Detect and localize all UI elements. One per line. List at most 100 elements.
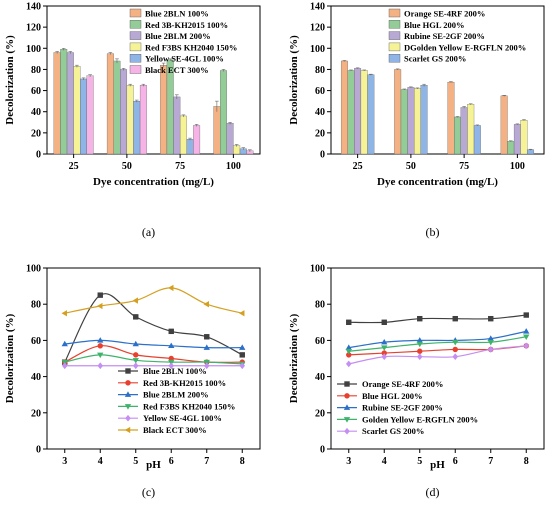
legend-marker <box>125 380 131 386</box>
legend-label: Blue 2BLM 200% <box>143 390 209 400</box>
legend-label: Yellow SE-4GL 100% <box>143 413 222 423</box>
bar <box>220 70 227 155</box>
data-point <box>523 312 529 318</box>
legend-swatch <box>388 31 401 40</box>
chart-panel-1: 0 20 40 60 80 100 120 140 Decolorization (%) Dye … <box>4 2 261 239</box>
plot-frame <box>330 5 545 155</box>
y-tick-label: 40 <box>31 107 41 118</box>
legend-swatch <box>129 54 142 63</box>
x-tick-label: 100 <box>510 161 525 172</box>
series-line <box>64 293 243 363</box>
legend-label: Red F3BS KH2040 150% <box>145 42 237 52</box>
bar <box>133 100 141 155</box>
x-tick-label: 7 <box>204 456 209 467</box>
series-line <box>348 345 527 356</box>
y-axis-label: Decolorization (%) <box>288 313 300 403</box>
bar <box>233 145 241 155</box>
data-point <box>487 339 494 346</box>
x-tick-label: 25 <box>353 161 363 172</box>
data-point <box>133 314 139 320</box>
legend-label: Golden Yellow E-RGFLN 200% <box>362 414 478 424</box>
bar <box>226 123 234 155</box>
series-line <box>348 336 527 352</box>
data-point <box>452 339 459 346</box>
data-point <box>523 328 530 334</box>
y-tick-label: 140 <box>26 2 41 13</box>
legend-label: Blue 2BLM 200% <box>145 31 211 41</box>
bar <box>73 66 81 155</box>
x-tick-label: 50 <box>122 161 132 172</box>
bar <box>507 141 515 155</box>
panel-label: (b) <box>426 225 440 239</box>
y-tick-label: 60 <box>31 336 41 347</box>
legend-marker <box>124 404 132 410</box>
data-point <box>452 346 458 353</box>
chart-panel-2: 0 20 40 60 80 100 120 140 Decolorization (%) Dye … <box>288 2 545 239</box>
x-tick-label: 25 <box>69 161 79 172</box>
data-point <box>97 352 104 359</box>
legend-swatch <box>388 54 401 63</box>
data-point <box>132 297 138 304</box>
legend-label: Yellow SE-4GL 100% <box>145 54 224 64</box>
y-tick-label: 100 <box>26 44 41 55</box>
bar <box>60 49 68 155</box>
data-point <box>168 328 174 335</box>
plot-frame <box>46 5 261 155</box>
y-tick-label: 40 <box>315 107 325 118</box>
bar <box>340 60 348 155</box>
y-axis-label: Decolorization (%) <box>4 35 16 125</box>
y-tick-label: 20 <box>315 128 325 139</box>
x-tick-label: 100 <box>226 161 241 172</box>
data-point <box>97 343 103 349</box>
y-tick-label: 140 <box>310 2 325 13</box>
bar <box>527 149 535 155</box>
data-point <box>204 334 210 340</box>
data-point <box>416 353 423 361</box>
bar <box>467 104 475 155</box>
panel-label: (d) <box>426 485 440 499</box>
data-point <box>168 284 174 292</box>
bar <box>347 70 355 155</box>
x-axis-label: pH <box>146 459 161 471</box>
data-point <box>203 301 209 308</box>
data-point <box>381 345 388 351</box>
legend-swatch <box>129 42 142 52</box>
plot-frame <box>330 267 545 450</box>
chart-panel-3: 0 20 40 60 80 100 Decolorization (%) pH (c) 3 4 5 6 7… <box>4 264 261 499</box>
data-point <box>416 341 423 348</box>
legend-marker <box>124 391 132 397</box>
data-point <box>61 362 68 370</box>
x-tick-label: 50 <box>406 161 416 172</box>
bar <box>173 96 181 155</box>
data-point <box>168 342 175 349</box>
y-tick-label: 80 <box>31 65 41 76</box>
data-point <box>132 358 139 364</box>
legend-label: Blue HGL 200% <box>404 20 464 30</box>
data-point <box>417 315 423 322</box>
legend-swatch <box>388 42 401 52</box>
data-point <box>61 310 67 317</box>
x-axis-label: pH <box>430 459 445 471</box>
bar <box>367 74 375 155</box>
chart-panel-4: 0 20 40 60 80 100 Decolorization (%) pH (d) 3 4 5 6 7… <box>288 264 545 499</box>
x-tick-label: 4 <box>98 456 103 467</box>
legend-swatch <box>388 20 401 29</box>
data-point <box>487 346 494 353</box>
legend-label: Orange SE-4RF 200% <box>404 9 485 19</box>
legend-label: DGolden Yellow E-RGFLN 200% <box>404 42 526 52</box>
data-point <box>239 352 245 358</box>
legend-label: Black ECT 300% <box>143 425 207 435</box>
y-axis-label: Decolorization (%) <box>288 35 300 125</box>
y-tick-label: 100 <box>310 264 325 275</box>
data-point <box>452 353 459 361</box>
data-point <box>168 362 175 370</box>
y-tick-label: 120 <box>26 23 41 34</box>
legend-marker <box>125 414 131 422</box>
bar <box>53 52 61 155</box>
panel-label: (a) <box>142 225 155 239</box>
legend-marker <box>344 381 350 387</box>
x-tick-label: 5 <box>133 456 138 467</box>
y-tick-label: 0 <box>320 445 325 456</box>
legend-marker <box>125 368 131 374</box>
bar <box>400 89 408 155</box>
